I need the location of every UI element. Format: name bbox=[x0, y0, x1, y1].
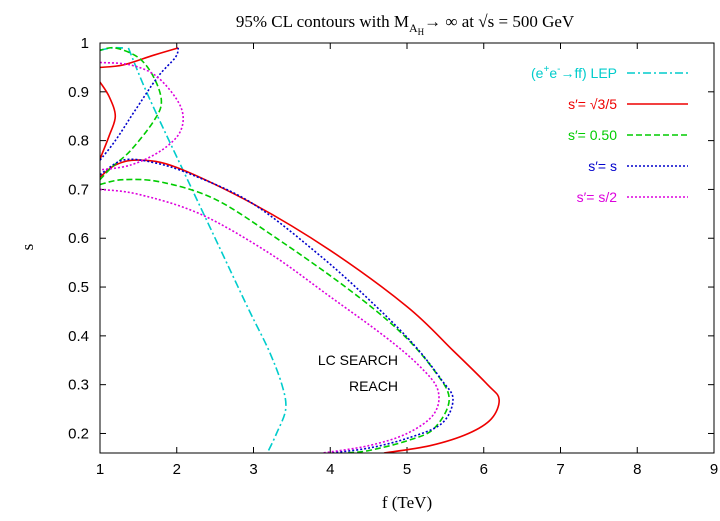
series-layer bbox=[100, 46, 500, 453]
series-lep bbox=[100, 46, 287, 453]
series-line-sqrt35 bbox=[100, 81, 117, 161]
series-shalf bbox=[100, 61, 440, 453]
axis-ticks: 1 2 3 4 5 6 7 8 9 0.2 0.3 0.4 0.5 0.6 0.7 0.8 0.9 1 bbox=[68, 35, 718, 478]
y-tick-label: 0.3 bbox=[68, 377, 89, 394]
x-tick-label: 3 bbox=[249, 461, 257, 478]
x-tick-label: 7 bbox=[556, 461, 564, 478]
plot-frame bbox=[99, 42, 715, 454]
y-tick-label: 1 bbox=[81, 35, 89, 52]
y-tick-label: 0.7 bbox=[68, 181, 89, 198]
x-tick-label: 9 bbox=[710, 461, 718, 478]
series-line-lep bbox=[127, 47, 287, 453]
annotation-line-2: REACH bbox=[349, 378, 398, 394]
x-tick-label: 2 bbox=[173, 461, 181, 478]
series-line-ss bbox=[100, 158, 454, 453]
y-tick-label: 0.6 bbox=[68, 230, 89, 247]
title-sqrt: √ bbox=[478, 12, 488, 31]
annotation-line-1: LC SEARCH bbox=[318, 352, 398, 368]
legend-label-lep: (e+e-→ff) LEP bbox=[531, 64, 617, 81]
title-subsub: H bbox=[418, 27, 425, 37]
x-tick-label: 4 bbox=[326, 461, 334, 478]
x-tick-label: 8 bbox=[633, 461, 641, 478]
y-tick-label: 0.2 bbox=[68, 425, 89, 442]
x-axis-label: f (TeV) bbox=[382, 493, 432, 512]
legend-label-ss: s′= s bbox=[588, 158, 617, 174]
series-line-sqrt35 bbox=[100, 47, 179, 69]
legend: (e+e-→ff) LEP s′= √3/5 s′= 0.50 s′= s s′… bbox=[531, 64, 688, 205]
title-prefix: 95% CL contours with M bbox=[236, 12, 409, 31]
title-suffix: s = 500 GeV bbox=[488, 12, 575, 31]
y-tick-label: 0.5 bbox=[68, 279, 89, 296]
y-tick-label: 0.8 bbox=[68, 133, 89, 150]
series-line-shalf bbox=[100, 188, 440, 453]
y-axis-label: s bbox=[18, 244, 37, 251]
x-tick-label: 6 bbox=[480, 461, 488, 478]
y-tick-label: 0.9 bbox=[68, 84, 89, 101]
y-tick-label: 0.4 bbox=[68, 328, 89, 345]
legend-label-s050: s′= 0.50 bbox=[568, 127, 617, 143]
series-line-ss bbox=[100, 47, 180, 161]
x-tick-label: 5 bbox=[403, 461, 411, 478]
x-tick-label: 1 bbox=[96, 461, 104, 478]
title-arrow: → bbox=[424, 12, 441, 31]
series-line-sqrt35 bbox=[100, 159, 500, 453]
title-sub: A bbox=[409, 21, 418, 35]
legend-label-sqrt35: s′= √3/5 bbox=[568, 96, 617, 112]
chart-title: 95% CL contours with MAH→ ∞ at √s = 500 … bbox=[236, 12, 575, 37]
series-line-s050 bbox=[100, 178, 451, 453]
series-ss bbox=[100, 47, 454, 453]
title-middle: ∞ at bbox=[441, 12, 478, 31]
legend-label-shalf: s′= s/2 bbox=[577, 189, 618, 205]
series-line-shalf bbox=[100, 61, 185, 171]
